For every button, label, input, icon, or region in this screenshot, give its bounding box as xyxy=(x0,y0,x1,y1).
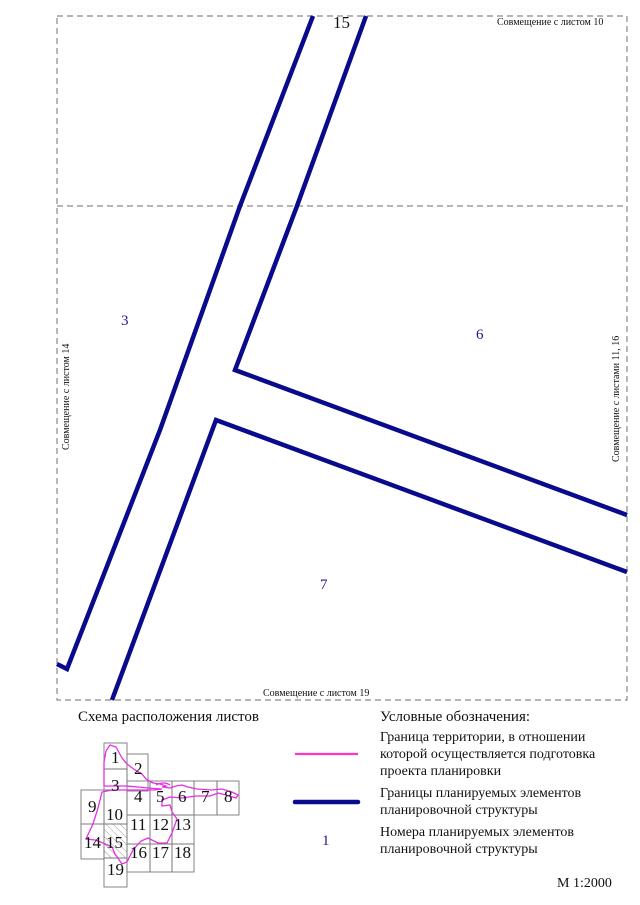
sheet-frame xyxy=(56,15,628,701)
sheet-index-grid xyxy=(80,742,240,888)
map-scale: М 1:2000 xyxy=(557,876,612,891)
element-label-3: 3 xyxy=(121,313,129,329)
element-label-7: 7 xyxy=(320,577,328,593)
road-boundary-left xyxy=(55,15,316,673)
sheet-cell-13: 13 xyxy=(174,815,191,834)
match-label-left: Совмещение с листом 14 xyxy=(61,343,72,450)
legend-text-line: проекта планировки xyxy=(380,764,502,779)
road-boundary-right-upper xyxy=(232,15,628,518)
sheet-cell-17: 17 xyxy=(152,843,169,862)
sheet-cell-4: 4 xyxy=(134,787,143,806)
sheet-cell-6: 6 xyxy=(178,787,187,806)
match-label-bottom: Совмещение с листом 19 xyxy=(263,688,370,699)
sheet-cell-5: 5 xyxy=(156,787,165,806)
sheet-cell-19: 19 xyxy=(107,860,124,879)
sheet-cell-7: 7 xyxy=(201,787,210,806)
sheet-cell-11: 11 xyxy=(130,815,147,834)
legend-text-line: планировочной структуры xyxy=(380,842,538,857)
match-label-right: Совмещение с листами 11, 16 xyxy=(611,335,622,462)
legend-text-line: Граница территории, в отношении xyxy=(380,730,586,745)
sheet-cell-1: 1 xyxy=(111,748,120,767)
sheet-cell-9: 9 xyxy=(88,797,97,816)
sheet-cell-2: 2 xyxy=(134,759,143,778)
match-label-top: Совмещение с листом 10 xyxy=(497,17,604,28)
legend-text-line: Номера планируемых элементов xyxy=(380,825,574,840)
road-boundary-right-lower xyxy=(109,417,628,701)
adjacent-sheet-number: 15 xyxy=(333,13,350,32)
sheet-cell-10: 10 xyxy=(106,805,123,824)
sheet-cell-15: 15 xyxy=(106,833,123,852)
legend-text-line: Границы планируемых элементов xyxy=(380,786,582,801)
legend-text-line: планировочной структуры xyxy=(380,803,538,818)
legend-item-element-numbers: Номера планируемых элементов планировочн… xyxy=(380,824,574,858)
sheet-cell-18: 18 xyxy=(174,843,191,862)
sheet-scheme-title: Схема расположения листов xyxy=(78,709,259,725)
territory-boundary xyxy=(85,744,239,865)
legend-text-line: которой осуществляется подготовка xyxy=(380,747,596,762)
sheet-cell-3: 3 xyxy=(111,776,120,795)
legend-title: Условные обозначения: xyxy=(380,709,531,725)
legend-item-planning-boundaries: Границы планируемых элементов планировоч… xyxy=(380,785,581,819)
sheet-cell-16: 16 xyxy=(130,843,147,862)
planning-element-boundaries xyxy=(55,15,628,701)
legend-number-symbol: 1 xyxy=(322,833,330,849)
sheet-cell-12: 12 xyxy=(152,815,169,834)
sheet-cell-8: 8 xyxy=(224,787,233,806)
sheet-cell-14: 14 xyxy=(84,833,101,852)
legend-item-territory-boundary: Граница территории, в отношении которой … xyxy=(380,729,595,780)
element-label-6: 6 xyxy=(476,327,484,343)
